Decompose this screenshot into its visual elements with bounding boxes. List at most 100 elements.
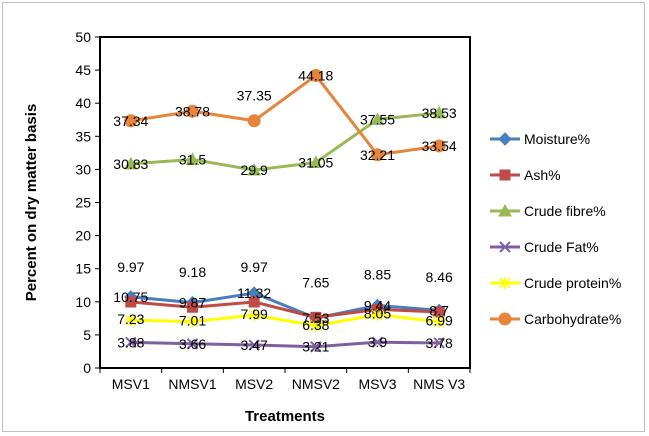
data-label: 38.53 (422, 105, 457, 121)
data-point (433, 315, 446, 328)
data-point (371, 148, 384, 162)
y-tick-label: 15 (75, 261, 91, 277)
y-tick-label: 45 (75, 62, 91, 78)
data-label: 8.7 (429, 302, 449, 318)
legend: Moisture% Ash% Crude fibre% Crude Fat% Crude… (490, 131, 621, 327)
data-label: 3.66 (179, 336, 206, 352)
legend-swatch-marker (498, 203, 512, 217)
data-point (186, 104, 199, 118)
data-point (370, 112, 385, 125)
data-label: 7.65 (302, 274, 329, 290)
x-tick-label: MSV3 (358, 376, 396, 392)
y-tick-label: 50 (75, 29, 91, 45)
series-crude-fibre (123, 105, 447, 176)
series-layer (123, 69, 447, 353)
x-tick-label: MSV2 (235, 376, 273, 392)
plot-border (99, 36, 471, 369)
data-label: 7.99 (241, 306, 268, 322)
legend-label: Ash% (524, 167, 561, 183)
data-point (309, 319, 322, 332)
x-tick-label: NMSV1 (168, 376, 216, 392)
data-point (371, 308, 384, 321)
data-label: 37.55 (360, 111, 395, 127)
x-axis-title: Treatments (245, 408, 325, 425)
data-label: 7.23 (117, 311, 144, 327)
data-point (310, 341, 322, 353)
series-line (130, 111, 440, 172)
series-crude-protein (124, 308, 446, 332)
y-tick-label: 0 (83, 360, 91, 376)
data-label: 32.21 (360, 147, 395, 163)
data-label: 44.18 (298, 68, 333, 84)
series-carbohydrate (124, 69, 446, 162)
legend-item: Ash% (490, 167, 561, 183)
data-point (432, 139, 446, 153)
y-tick-label: 20 (75, 228, 91, 244)
series-line (130, 313, 440, 328)
data-label: 8.85 (364, 266, 391, 282)
data-label: 7.01 (179, 313, 206, 329)
data-point (248, 339, 260, 351)
data-point (371, 336, 384, 348)
data-label: 8.05 (364, 306, 391, 322)
data-label: 3.88 (117, 334, 144, 350)
series-line (130, 300, 440, 319)
data-label: 6.38 (302, 317, 329, 333)
data-label: 37.35 (237, 88, 272, 104)
data-point (309, 69, 323, 83)
y-axis-title: Percent on dry matter basis (23, 104, 40, 302)
data-label: 9.97 (117, 259, 144, 275)
legend-item: Moisture% (490, 131, 590, 147)
legend-label: Crude fibre% (524, 203, 606, 219)
data-label: 6.99 (426, 313, 453, 329)
data-point (247, 114, 261, 128)
data-label: 10.75 (113, 289, 148, 305)
data-label: 9.18 (179, 264, 206, 280)
data-label: 30.83 (113, 156, 148, 172)
data-point (124, 114, 138, 128)
y-tick-label: 40 (75, 95, 91, 111)
legend-swatch-marker (499, 277, 511, 289)
data-label: 33.54 (422, 138, 457, 154)
data-label: 9.87 (179, 295, 206, 311)
data-point (187, 301, 198, 313)
data-point (248, 296, 260, 308)
y-axis: 0 5 10 15 20 25 30 35 40 45 50 (75, 29, 100, 376)
data-label: 37.34 (113, 113, 148, 129)
series-line (130, 291, 440, 320)
plot-area (99, 36, 471, 369)
data-point (123, 156, 138, 170)
data-point (186, 338, 199, 350)
data-label: 31.05 (298, 154, 333, 170)
legend-swatch-marker (498, 312, 512, 326)
data-label: 3.47 (241, 337, 268, 353)
y-tick-label: 35 (75, 128, 91, 144)
data-point (124, 314, 137, 327)
data-label-layer: 10.75 9.87 11.32 7.53 9.44 8.7 9.97 9.18 9.97 7.6… (113, 68, 457, 355)
y-tick-label: 30 (75, 161, 91, 177)
legend-swatch-marker (499, 241, 511, 253)
data-point (432, 105, 447, 119)
data-point (125, 296, 137, 308)
data-label: 9.97 (241, 259, 268, 275)
data-point (125, 336, 137, 349)
data-label: 7.53 (302, 310, 329, 326)
legend-swatch-marker (498, 132, 512, 146)
series-crude-fat (125, 336, 445, 353)
data-point (247, 163, 262, 176)
legend-swatch-marker (499, 169, 511, 181)
series-line (130, 340, 440, 349)
x-axis: MSV1 NMSV1 MSV2 NMSV2 MSV3 NMS V3 (99, 368, 471, 392)
data-point (248, 309, 261, 322)
data-label: 3.9 (368, 334, 388, 350)
data-label: 8.46 (426, 269, 453, 285)
x-tick-label: NMS V3 (413, 376, 465, 392)
x-tick-label: NMSV2 (292, 376, 340, 392)
data-point (308, 155, 323, 168)
chart-frame: 0 5 10 15 20 25 30 35 40 45 50 MSV1 NMSV1 MSV2 NMSV2 M… (2, 2, 645, 432)
legend-item: Crude protein% (490, 275, 621, 291)
legend-label: Crude protein% (524, 275, 621, 291)
legend-item: Carbohydrate% (490, 311, 621, 327)
data-label: 9.44 (364, 298, 391, 314)
